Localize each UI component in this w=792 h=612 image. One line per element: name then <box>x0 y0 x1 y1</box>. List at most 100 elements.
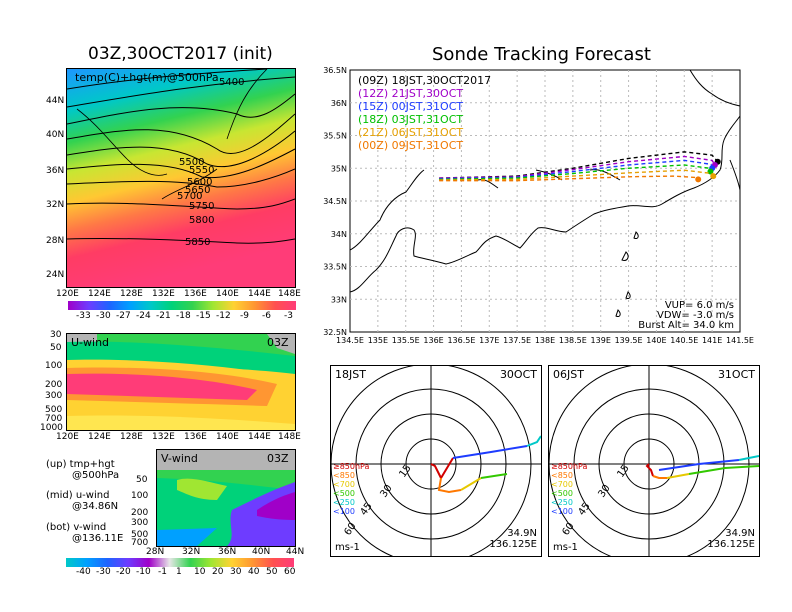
y-tick-label: 36.5N <box>323 66 347 75</box>
map-ytick: 32N <box>46 200 65 210</box>
v-ytick: 200 <box>131 508 149 518</box>
colorbar-label: -33 <box>76 311 91 321</box>
map-xtick: 120E <box>56 289 79 299</box>
track-line <box>439 164 712 181</box>
hodo-lon: 136.125E <box>489 539 537 550</box>
temp-colorbar <box>68 301 296 310</box>
legend-item: (15Z) 00JST,31OCT <box>358 100 463 113</box>
colorbar-label: 60 <box>284 567 296 577</box>
map-xtick: 128E <box>120 289 143 299</box>
colorbar-label: -10 <box>136 567 151 577</box>
hodo-lat: 34.9N <box>725 528 755 539</box>
v-xtick: 40N <box>252 547 271 557</box>
hodograph-2: 15 30 45 60 06JST 31OCT 34.9N 136.125E m… <box>548 365 760 557</box>
colorbar-label: 1 <box>176 567 182 577</box>
hodo-time: 06JST <box>553 368 584 381</box>
x-tick-label: 137.5E <box>503 336 531 345</box>
colorbar-label: 10 <box>194 567 206 577</box>
u-wind-time: 03Z <box>267 336 289 349</box>
colorbar-label: -18 <box>176 311 191 321</box>
legend-item: (00Z) 09JST,31OCT <box>358 139 463 152</box>
note-up-line1: (up) tmp+hgt <box>46 459 115 470</box>
v-xtick: 32N <box>182 547 201 557</box>
ring-label: 60 <box>342 521 358 538</box>
x-tick-label: 141E <box>702 336 722 345</box>
y-tick-label: 35N <box>331 164 347 173</box>
map-ytick: 28N <box>46 236 65 246</box>
u-ytick: 700 <box>45 414 63 424</box>
x-tick-label: 137E <box>479 336 499 345</box>
u-wind-panel: U-wind 03Z <box>66 333 296 431</box>
colorbar-label: 50 <box>266 567 278 577</box>
colorbar-label: 30 <box>230 567 242 577</box>
ring-label: 15 <box>615 463 631 480</box>
x-tick-label: 135E <box>368 336 388 345</box>
track-line <box>439 175 699 182</box>
x-tick-label: 134.5E <box>336 336 364 345</box>
x-tick-label: 136E <box>423 336 443 345</box>
landing-point <box>695 176 702 183</box>
legend-item: (09Z) 18JST,30OCT2017 <box>358 74 491 87</box>
v-wind-panel: V-wind 03Z <box>156 449 296 547</box>
colorbar-label: -15 <box>196 311 211 321</box>
contour-label: 5850 <box>185 237 210 248</box>
ring-label: 15 <box>397 463 413 480</box>
y-tick-label: 36N <box>331 99 347 108</box>
v-ytick: 700 <box>131 538 149 548</box>
x-tick-label: 136.5E <box>447 336 475 345</box>
u-ytick: 300 <box>45 391 63 401</box>
u-xtick: 148E <box>278 432 301 442</box>
u-xticks: 120E 124E 128E 132E 136E 140E 144E 148E <box>56 432 306 444</box>
colorbar-label: -40 <box>76 567 91 577</box>
y-tick-label: 33N <box>331 295 347 304</box>
temp-height-map: 5500 5550 5600 5650 5700 5750 5800 5850 … <box>66 68 296 288</box>
landing-point <box>710 173 717 180</box>
u-ytick: 500 <box>45 405 63 415</box>
note-bot-line2: @136.11E <box>72 533 124 544</box>
colorbar-label: -9 <box>240 311 249 321</box>
ring-label: 45 <box>576 501 592 518</box>
launch-params: VUP= 6.0 m/s VDW= -3.0 m/s Burst Alt= 34… <box>638 300 734 331</box>
u-xtick: 136E <box>184 432 207 442</box>
note-mid-line1: (mid) u-wind <box>46 490 110 501</box>
map-xtick: 136E <box>184 289 207 299</box>
map-xtick: 144E <box>248 289 271 299</box>
colorbar-label: 20 <box>212 567 224 577</box>
colorbar-label: -12 <box>216 311 231 321</box>
hodo-lon: 136.125E <box>707 539 755 550</box>
hodo-legend: <500 <box>551 489 573 498</box>
hodo-legend: <100 <box>551 507 573 516</box>
v-xtick: 28N <box>146 547 165 557</box>
hodo-legend: ≥850hPa <box>551 462 588 471</box>
hodo-unit: ms-1 <box>335 542 360 553</box>
ring-label: 30 <box>596 483 612 500</box>
v-wind-time: 03Z <box>267 452 289 465</box>
legend-item: (18Z) 03JST,31OCT <box>358 113 463 126</box>
temp-colorbar-labels: -33 -30 -27 -24 -21 -18 -15 -12 -9 -6 -3 <box>70 311 300 321</box>
v-xticks: 28N 32N 36N 40N 44N <box>146 547 306 559</box>
hodo-lat: 34.9N <box>507 528 537 539</box>
v-ytick: 500 <box>131 530 149 540</box>
hodo-legend: <100 <box>333 507 355 516</box>
hodo-date: 30OCT <box>500 368 537 381</box>
hodo-legend: <700 <box>333 480 355 489</box>
hodo-legend: ≥850hPa <box>333 462 370 471</box>
track-chart: 134.5E 135E 135.5E 136E 136.5E 137E 137.5E 138E… <box>323 66 754 345</box>
map-ytick: 24N <box>46 270 65 280</box>
contour-label: 5550 <box>189 165 214 176</box>
contour-label: 5600 <box>187 177 212 188</box>
y-tick-label: 34N <box>331 230 347 239</box>
colorbar-label: -30 <box>96 311 111 321</box>
hodograph-1: 15 30 45 60 18JST 30OCT 34.9N 136.125E m… <box>330 365 542 557</box>
u-xtick: 132E <box>152 432 175 442</box>
ring-label: 45 <box>358 501 374 518</box>
hodo-legend: <850 <box>333 471 355 480</box>
hodo-legend: <850 <box>551 471 573 480</box>
colorbar-label: -6 <box>262 311 271 321</box>
u-xtick: 128E <box>120 432 143 442</box>
x-tick-label: 140E <box>646 336 666 345</box>
u-xtick: 124E <box>88 432 111 442</box>
x-tick-label: 139E <box>591 336 611 345</box>
ring-label: 60 <box>560 521 576 538</box>
x-tick-label: 138.5E <box>559 336 587 345</box>
